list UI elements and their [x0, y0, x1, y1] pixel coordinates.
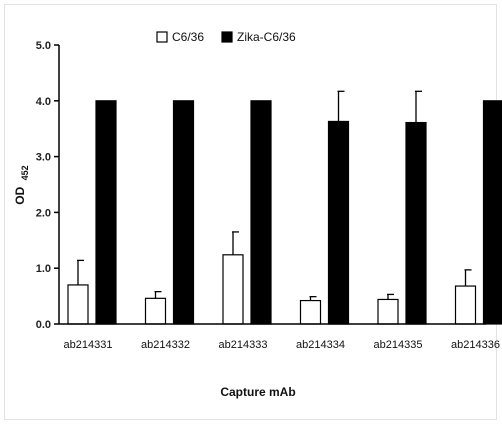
- bar-c636: [377, 298, 399, 325]
- bar-c636: [67, 284, 89, 325]
- y-tick-label: 1.0: [36, 263, 51, 275]
- bar-zika-c636: [482, 100, 502, 325]
- x-category-label: ab214333: [219, 339, 268, 351]
- y-axis-title-main: OD: [13, 186, 27, 204]
- y-axis-title-subscript: 452: [20, 165, 30, 180]
- x-axis-title: Capture mAb: [220, 385, 295, 399]
- bar-c636: [144, 297, 167, 325]
- legend-label-c636: C6/36: [172, 30, 204, 44]
- axes-layer: [58, 45, 486, 325]
- x-category-label: ab214336: [451, 339, 500, 351]
- bar-zika-c636: [327, 120, 350, 325]
- y-tick-label: 4.0: [36, 96, 51, 108]
- x-category-label: ab214334: [296, 339, 345, 351]
- bar-zika-c636: [405, 121, 427, 325]
- bar-zika-c636: [172, 100, 195, 325]
- bar-zika-c636: [95, 100, 117, 325]
- y-tick-label: 3.0: [36, 152, 51, 164]
- legend: C6/36 Zika-C6/36: [156, 30, 296, 44]
- bar-c636: [299, 299, 322, 325]
- bar-zika-c636: [250, 100, 272, 325]
- y-tick-label: 0.0: [36, 319, 51, 331]
- legend-swatch-zika-c636: [221, 31, 233, 43]
- x-category-label: ab214335: [374, 339, 423, 351]
- bar-c636: [454, 285, 477, 325]
- legend-label-zika-c636: Zika-C6/36: [237, 30, 296, 44]
- y-tick-label: 5.0: [36, 40, 51, 52]
- bar-c636: [222, 254, 244, 325]
- x-category-label: ab214331: [64, 339, 113, 351]
- legend-swatch-c636: [156, 31, 168, 43]
- y-tick-label: 2.0: [36, 207, 51, 219]
- x-category-label: ab214332: [141, 339, 190, 351]
- y-ticks: 0.0 1.0 2.0 3.0 4.0 5.0: [36, 40, 59, 331]
- x-category-labels: ab214331 ab214332 ab214333 ab214334 ab214335…: [64, 339, 500, 351]
- bars-layer: [67, 90, 502, 325]
- y-axis-title: OD 452: [13, 165, 30, 204]
